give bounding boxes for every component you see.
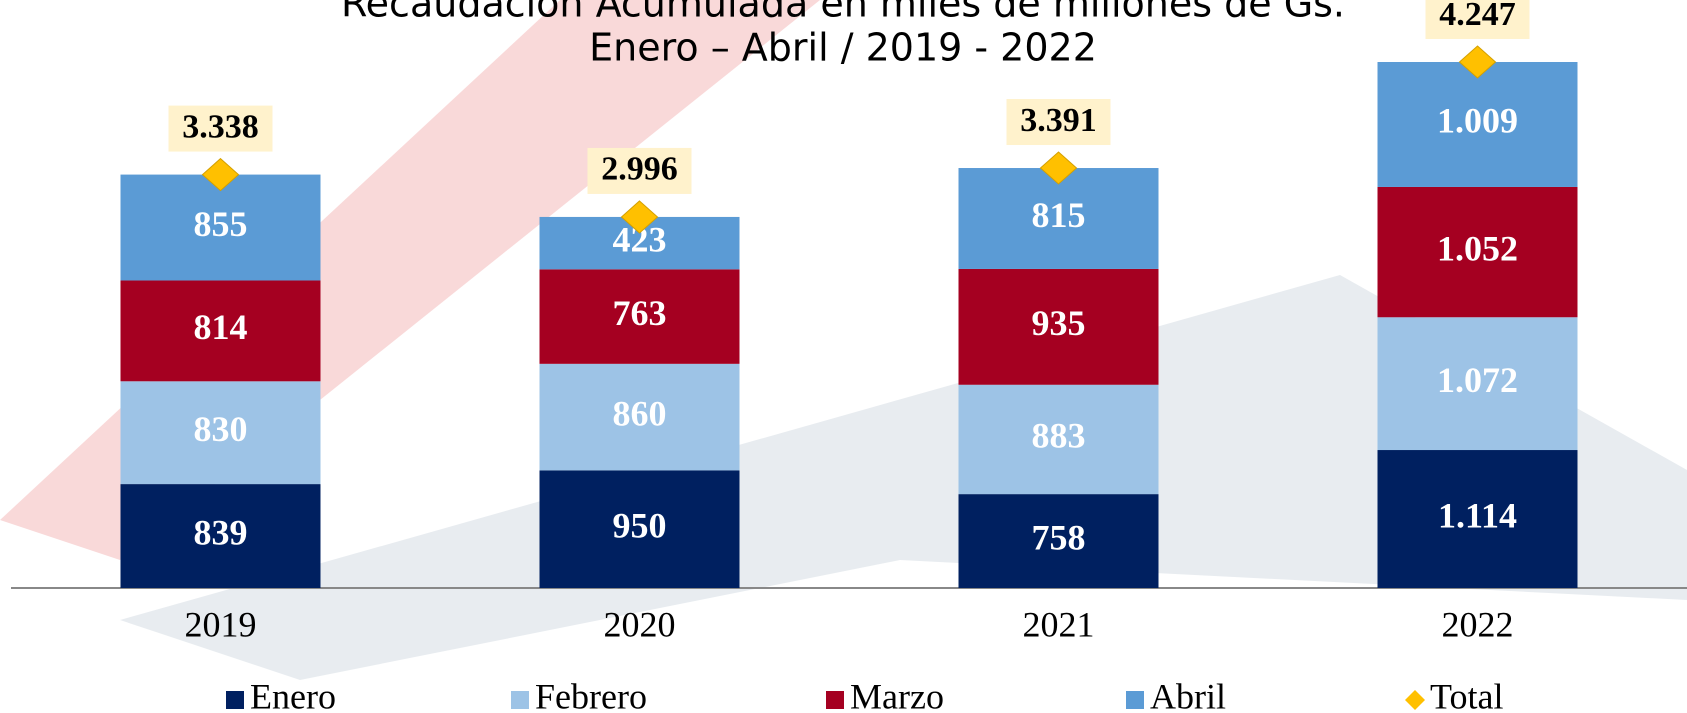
total-label: 4.247 <box>1439 0 1516 33</box>
bar-label: 814 <box>194 307 248 347</box>
legend-label: Total <box>1430 676 1503 713</box>
bar-label: 758 <box>1032 517 1086 557</box>
page: {"chart_data": {"type": "bar", "stacked"… <box>0 0 1687 713</box>
x-tick-label: 2019 <box>185 604 257 644</box>
bar-label: 830 <box>194 409 248 449</box>
legend-marker <box>1126 691 1144 709</box>
chart-subtitle: Enero – Abril / 2019 - 2022 <box>589 26 1097 70</box>
bar-label: 1.009 <box>1437 101 1518 141</box>
bar-label: 815 <box>1032 195 1086 235</box>
total-label: 2.996 <box>601 151 678 188</box>
bar-label: 860 <box>613 393 667 433</box>
chart-title: Recaudación Acumulada en miles de millon… <box>341 0 1345 26</box>
bar-label: 763 <box>613 293 667 333</box>
bar-label: 950 <box>613 505 667 545</box>
legend-label: Enero <box>250 676 336 713</box>
legend-marker <box>826 691 844 709</box>
bar-label: 1.072 <box>1437 360 1518 400</box>
bar-label: 1.052 <box>1437 228 1518 268</box>
bar-label: 935 <box>1032 303 1086 343</box>
bar-label: 855 <box>194 204 248 244</box>
legend-label: Abril <box>1150 676 1226 713</box>
bar-label: 839 <box>194 512 248 552</box>
bar-label: 883 <box>1032 416 1086 456</box>
total-label: 3.338 <box>182 108 259 145</box>
legend-marker <box>226 691 244 709</box>
legend-label: Marzo <box>850 676 944 713</box>
legend-marker <box>1405 690 1425 710</box>
x-tick-label: 2022 <box>1442 604 1514 644</box>
chart: Recaudación Acumulada en miles de millon… <box>0 0 1687 713</box>
x-tick-label: 2021 <box>1023 604 1095 644</box>
total-label: 3.391 <box>1020 102 1097 139</box>
legend-label: Febrero <box>535 676 647 713</box>
bar-label: 1.114 <box>1438 495 1517 535</box>
legend-marker <box>511 691 529 709</box>
x-tick-label: 2020 <box>604 604 676 644</box>
